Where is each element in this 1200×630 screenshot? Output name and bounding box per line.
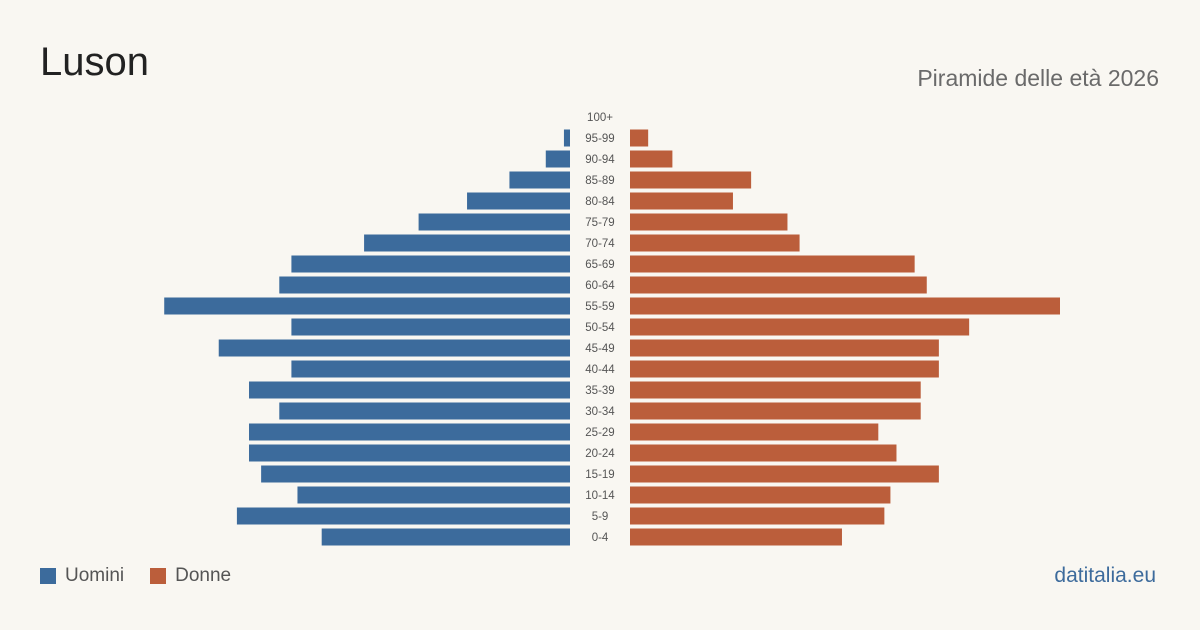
age-group-label: 90-94 — [585, 154, 615, 166]
age-group-label: 15-19 — [585, 469, 614, 481]
bar-women-35-39 — [630, 381, 921, 399]
bar-men-80-84 — [467, 192, 570, 210]
bar-women-70-74 — [630, 234, 800, 252]
legend-label-women: Donne — [175, 565, 232, 586]
bar-women-60-64 — [630, 276, 927, 294]
legend-item-women: Donne — [150, 565, 231, 587]
age-group-label: 30-34 — [585, 406, 615, 418]
bar-women-10-14 — [630, 486, 891, 504]
bar-women-45-49 — [630, 339, 939, 357]
age-group-label: 45-49 — [585, 343, 614, 355]
age-group-label: 40-44 — [585, 364, 615, 376]
bar-women-15-19 — [630, 465, 939, 483]
bar-women-95-99 — [630, 129, 649, 147]
bar-men-90-94 — [545, 150, 570, 168]
age-group-label: 60-64 — [585, 280, 615, 292]
age-group-label: 100+ — [587, 112, 613, 124]
bar-women-25-29 — [630, 423, 879, 441]
bar-women-55-59 — [630, 297, 1060, 315]
bar-women-50-54 — [630, 318, 970, 336]
legend-label-men: Uomini — [65, 565, 125, 586]
bar-women-75-79 — [630, 213, 788, 231]
bar-men-15-19 — [261, 465, 570, 483]
legend-item-men: Uomini — [40, 565, 124, 587]
bar-men-30-34 — [279, 402, 570, 420]
age-group-label: 80-84 — [585, 196, 615, 208]
bar-women-90-94 — [630, 150, 673, 168]
bar-women-0-4 — [630, 528, 842, 546]
chart-legend: Uomini Donne — [40, 565, 257, 587]
bar-men-45-49 — [218, 339, 570, 357]
bar-men-75-79 — [418, 213, 570, 231]
age-group-label: 0-4 — [592, 532, 609, 544]
age-group-label: 65-69 — [585, 259, 614, 271]
bar-men-60-64 — [279, 276, 570, 294]
bar-men-85-89 — [509, 171, 570, 189]
bar-men-25-29 — [249, 423, 570, 441]
bar-women-85-89 — [630, 171, 752, 189]
bar-men-5-9 — [236, 507, 570, 525]
bar-men-10-14 — [297, 486, 570, 504]
bar-men-95-99 — [563, 129, 570, 147]
age-group-label: 5-9 — [592, 511, 609, 523]
legend-swatch-men — [40, 568, 56, 584]
age-group-label: 20-24 — [585, 448, 615, 460]
age-group-label: 35-39 — [585, 385, 614, 397]
bar-men-55-59 — [164, 297, 571, 315]
age-group-label: 75-79 — [585, 217, 614, 229]
age-group-label: 25-29 — [585, 427, 614, 439]
chart-subtitle: Piramide delle età 2026 — [917, 65, 1159, 91]
age-group-label: 95-99 — [585, 133, 614, 145]
bar-men-20-24 — [249, 444, 570, 462]
legend-swatch-women — [150, 568, 167, 584]
bar-women-80-84 — [630, 192, 733, 210]
age-group-label: 50-54 — [585, 322, 615, 334]
age-group-label: 70-74 — [585, 238, 615, 250]
bar-women-40-44 — [630, 360, 939, 378]
bar-women-20-24 — [630, 444, 897, 462]
bar-women-5-9 — [630, 507, 885, 525]
bar-men-70-74 — [364, 234, 570, 252]
bar-men-65-69 — [291, 255, 570, 273]
bar-men-50-54 — [291, 318, 570, 336]
bar-men-35-39 — [249, 381, 570, 399]
age-group-label: 55-59 — [585, 301, 614, 313]
bar-women-30-34 — [630, 402, 921, 420]
bar-men-40-44 — [291, 360, 570, 378]
age-group-label: 10-14 — [585, 490, 615, 502]
brand-link[interactable]: datitalia.eu — [1054, 564, 1156, 587]
age-group-label: 85-89 — [585, 175, 614, 187]
page-title: Luson — [40, 40, 149, 84]
bar-women-65-69 — [630, 255, 915, 273]
bar-men-0-4 — [321, 528, 570, 546]
